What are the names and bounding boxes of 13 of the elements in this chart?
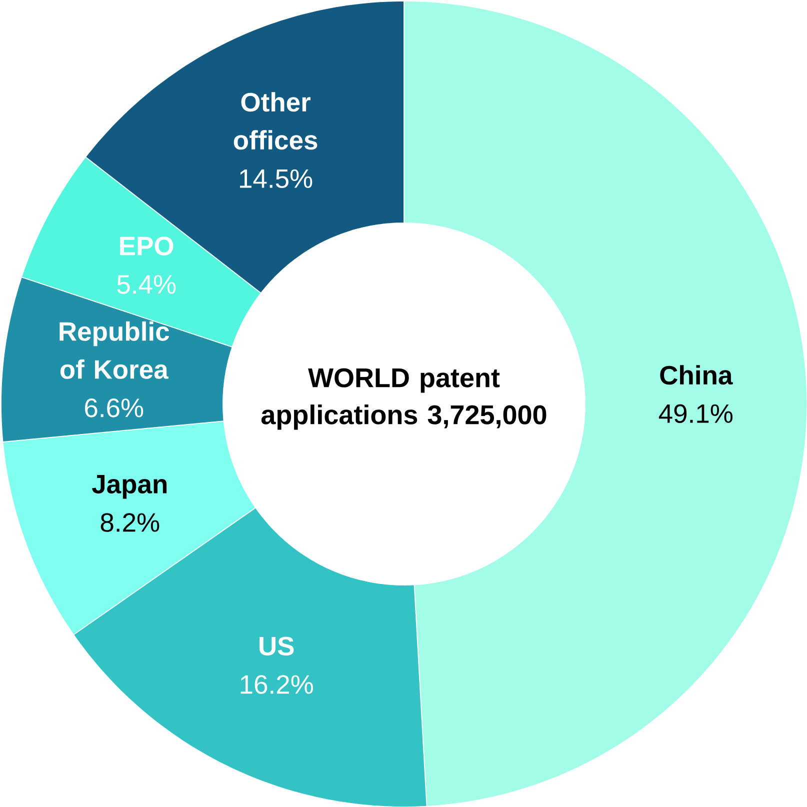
slice-label: Other offices bbox=[234, 92, 318, 150]
data-label: 5.4% bbox=[117, 275, 176, 294]
data-label: 14.5% bbox=[240, 169, 312, 188]
text: WORLD patent applications 3,725,000 bbox=[261, 368, 546, 430]
data-label: 16.2% bbox=[240, 675, 313, 694]
slice-label: EPO bbox=[120, 236, 174, 256]
slice-label: US bbox=[260, 636, 294, 656]
data-label: 49.1% bbox=[658, 404, 732, 424]
data-label: 6.6% bbox=[85, 398, 144, 418]
slice-label: China bbox=[660, 365, 733, 385]
slice-label: Japan bbox=[92, 475, 167, 499]
data-label: 8.2% bbox=[100, 513, 160, 532]
slice-label: Republic of Korea bbox=[60, 321, 170, 379]
